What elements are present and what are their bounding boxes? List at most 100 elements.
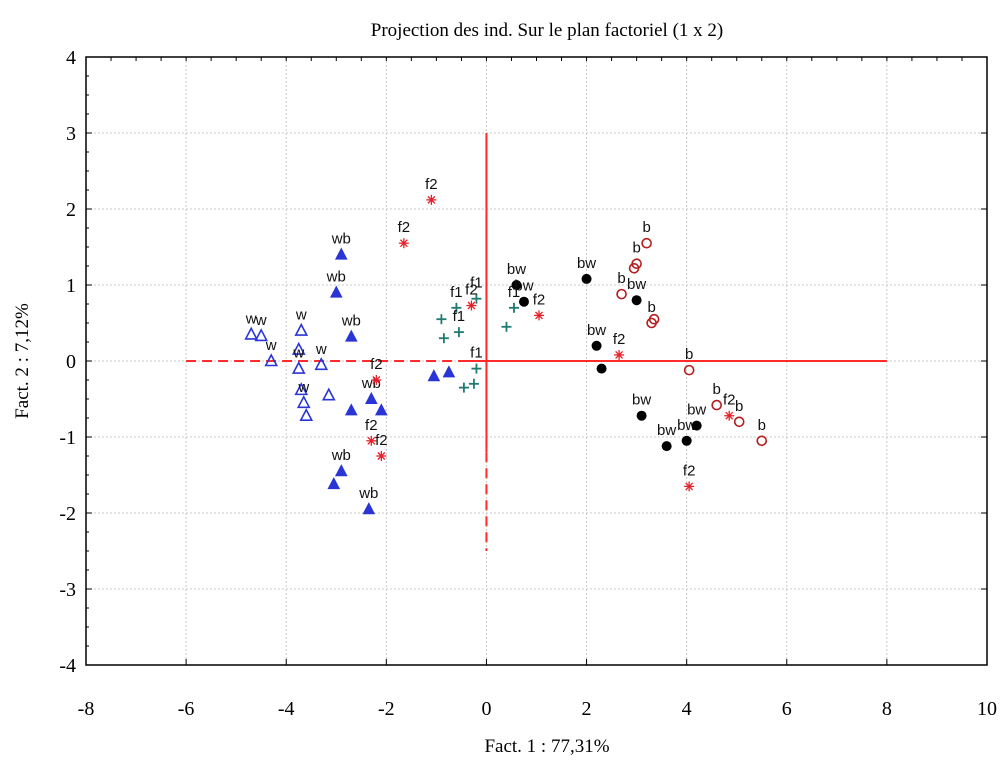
- data-point: [291, 360, 306, 374]
- data-point: [508, 302, 519, 313]
- data-point: [254, 328, 269, 342]
- triangle-marker: [264, 353, 279, 367]
- circle-marker: [648, 313, 660, 325]
- triangle-marker: [321, 387, 336, 401]
- triangle-marker: [244, 326, 259, 340]
- point-label: bw: [507, 261, 526, 278]
- data-point: [684, 481, 695, 492]
- filled-circle-marker: [681, 435, 692, 446]
- data-point: [321, 387, 336, 401]
- y-tick-label: -1: [59, 427, 76, 449]
- data-point: [294, 382, 309, 396]
- data-point: [691, 420, 702, 431]
- data-point: [534, 310, 545, 321]
- data-point: [344, 403, 358, 416]
- point-label: bw: [677, 417, 696, 434]
- data-point: [614, 349, 625, 360]
- point-label: bw: [577, 255, 596, 272]
- data-point: [329, 285, 343, 298]
- asterisk-marker-stroke: [467, 301, 476, 310]
- x-tick-label: 6: [782, 698, 792, 720]
- point-label: f2: [375, 432, 388, 449]
- x-tick-label: 4: [682, 698, 692, 720]
- filled-triangle-marker: [329, 285, 343, 298]
- triangle-marker: [291, 341, 306, 355]
- asterisk-marker-stroke: [377, 452, 386, 460]
- reference-lines: [186, 133, 887, 551]
- triangle-marker: [294, 382, 309, 396]
- data-point: [398, 238, 409, 249]
- filled-circle-marker: [591, 340, 602, 351]
- data-point: [376, 451, 387, 461]
- chart-title: Projection des ind. Sur le plan factorie…: [371, 20, 723, 41]
- filled-circle-marker: [631, 295, 642, 306]
- data-point: [438, 333, 449, 344]
- point-label: w: [265, 337, 277, 354]
- point-label: b: [685, 346, 693, 363]
- filled-triangle-marker: [362, 502, 376, 515]
- data-point: [733, 416, 745, 428]
- point-label: f2: [365, 417, 378, 434]
- asterisk-marker-stroke: [367, 436, 376, 445]
- data-point: [362, 502, 376, 515]
- y-tick-label: 3: [66, 123, 76, 145]
- filled-triangle-marker: [344, 403, 358, 416]
- point-label: f2: [398, 219, 411, 236]
- triangle-marker: [254, 328, 269, 342]
- filled-triangle-marker: [334, 464, 348, 477]
- circle-marker: [756, 435, 768, 447]
- point-label: bw: [627, 276, 646, 293]
- data-point: [628, 262, 640, 274]
- data-point: [458, 382, 469, 393]
- filled-triangle-marker: [327, 477, 341, 490]
- point-label: f2: [683, 462, 696, 479]
- data-point: [661, 441, 672, 452]
- filled-circle-marker: [691, 420, 702, 431]
- data-point: [299, 407, 314, 422]
- asterisk-marker-stroke: [725, 411, 734, 420]
- data-point: [756, 435, 768, 447]
- data-point: [468, 378, 479, 389]
- point-label: f2: [533, 291, 546, 308]
- data-point: [314, 357, 329, 371]
- data-point: [375, 403, 388, 416]
- triangle-marker: [314, 357, 329, 371]
- y-tick-label: -2: [59, 503, 76, 525]
- point-label: b: [647, 299, 655, 316]
- filled-triangle-marker: [344, 329, 358, 342]
- x-axis-ticks: -8 -6 -4 -2 0 2 4 6 8 10: [78, 57, 997, 720]
- data-point: [616, 288, 627, 300]
- filled-circle-marker: [661, 441, 672, 452]
- asterisk-marker-stroke: [427, 195, 436, 204]
- triangle-marker: [296, 395, 311, 409]
- circle-marker: [733, 416, 745, 428]
- asterisk-marker-stroke: [615, 350, 624, 359]
- point-label: w: [255, 312, 267, 329]
- data-point: [344, 329, 358, 342]
- data-point: [436, 314, 447, 325]
- y-tick-label: 4: [66, 47, 76, 69]
- asterisk-marker-stroke: [535, 311, 543, 320]
- point-label: b: [713, 381, 721, 398]
- point-label: b: [617, 270, 625, 287]
- point-label: f1: [450, 284, 463, 301]
- y-tick-label: -4: [59, 655, 76, 677]
- filled-circle-marker: [511, 280, 522, 290]
- x-tick-label: 10: [977, 698, 997, 720]
- point-label: bw: [514, 278, 533, 295]
- data-point: [466, 300, 477, 311]
- point-label: f2: [613, 331, 626, 348]
- filled-circle-marker: [581, 273, 592, 284]
- circle-marker: [683, 364, 695, 376]
- x-tick-label: 2: [582, 698, 592, 720]
- circle-marker: [641, 237, 652, 249]
- x-tick-label: 8: [882, 698, 892, 720]
- data-point: [641, 237, 652, 249]
- filled-circle-marker: [636, 410, 647, 421]
- data-point: [371, 375, 382, 385]
- x-tick-label: -8: [78, 698, 95, 720]
- point-label: f2: [425, 176, 438, 193]
- data-point: [244, 326, 259, 340]
